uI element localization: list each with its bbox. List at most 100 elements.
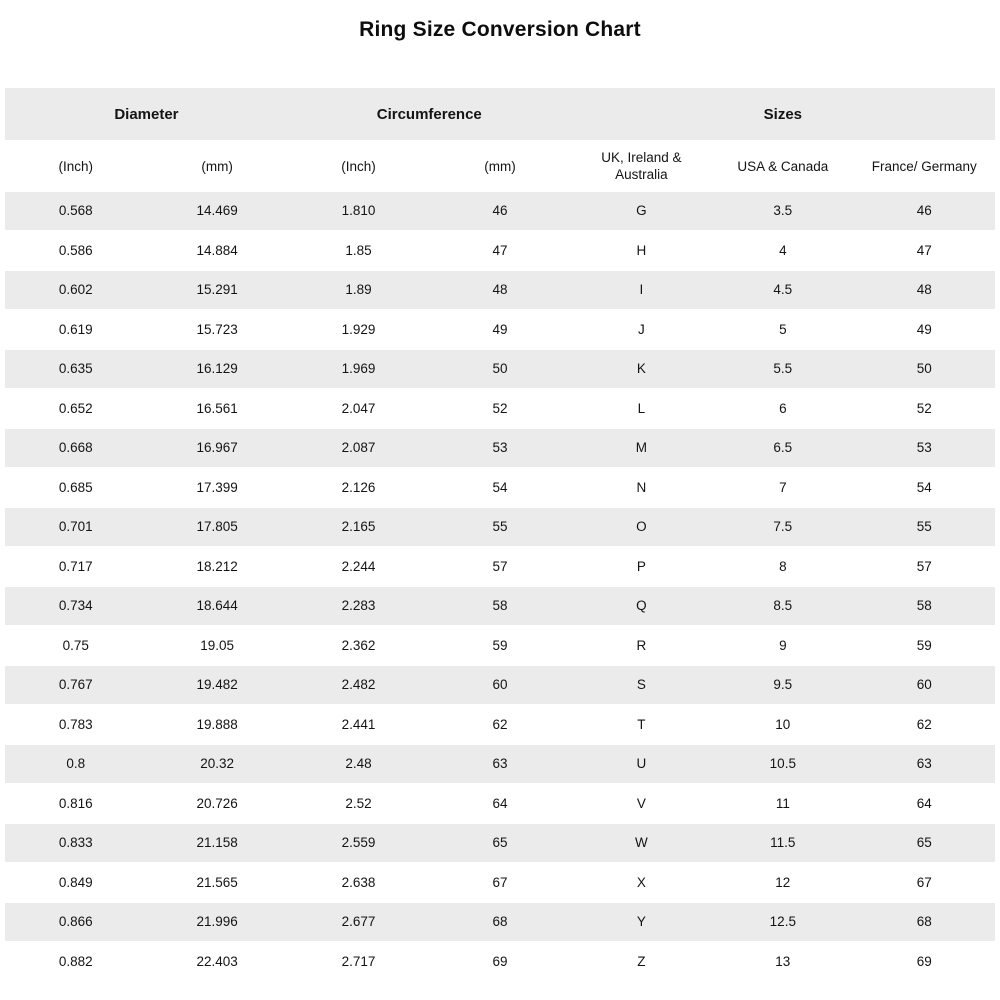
table-row: 0.701 17.805 2.165 55 O 7.5 55 — [5, 507, 995, 548]
cell-circumference-mm: 59 — [429, 625, 571, 666]
cell-france-germany: 47 — [853, 230, 995, 271]
cell-diameter-inch: 0.717 — [5, 546, 147, 587]
cell-circumference-mm: 62 — [429, 704, 571, 745]
cell-circumference-inch: 2.559 — [287, 823, 430, 864]
cell-usa-canada: 11 — [712, 783, 854, 824]
cell-usa-canada: 13 — [712, 941, 854, 982]
cell-usa-canada: 4.5 — [712, 270, 854, 311]
column-header-diameter-mm: (mm) — [146, 141, 288, 192]
cell-france-germany: 67 — [853, 862, 995, 903]
cell-france-germany: 54 — [853, 467, 995, 508]
cell-circumference-mm: 54 — [429, 467, 571, 508]
cell-diameter-mm: 14.469 — [146, 192, 288, 232]
cell-diameter-inch: 0.767 — [5, 665, 147, 706]
column-header-circumference-mm: (mm) — [429, 141, 571, 192]
cell-france-germany: 69 — [853, 941, 995, 982]
cell-circumference-inch: 2.48 — [287, 744, 430, 785]
table-row: 0.652 16.561 2.047 52 L 6 52 — [5, 388, 995, 429]
table-header: Diameter Circumference Sizes (Inch) (mm) (In… — [5, 88, 995, 192]
cell-circumference-inch: 2.087 — [287, 428, 430, 469]
cell-uk-ireland-australia: M — [570, 428, 713, 469]
group-header-row: Diameter Circumference Sizes — [5, 88, 995, 142]
cell-uk-ireland-australia: N — [570, 467, 713, 508]
cell-diameter-mm: 16.129 — [146, 349, 288, 390]
cell-circumference-mm: 52 — [429, 388, 571, 429]
group-header-diameter: Diameter — [5, 88, 288, 142]
cell-circumference-mm: 63 — [429, 744, 571, 785]
cell-diameter-inch: 0.685 — [5, 467, 147, 508]
cell-diameter-inch: 0.652 — [5, 388, 147, 429]
cell-usa-canada: 6 — [712, 388, 854, 429]
cell-diameter-inch: 0.668 — [5, 428, 147, 469]
column-header-france-germany: France/ Germany — [853, 141, 995, 192]
cell-france-germany: 57 — [853, 546, 995, 587]
column-header-circumference-inch: (Inch) — [287, 141, 430, 192]
cell-france-germany: 65 — [853, 823, 995, 864]
cell-circumference-mm: 55 — [429, 507, 571, 548]
cell-diameter-inch: 0.568 — [5, 192, 147, 232]
cell-circumference-inch: 1.969 — [287, 349, 430, 390]
cell-france-germany: 64 — [853, 783, 995, 824]
cell-circumference-inch: 2.52 — [287, 783, 430, 824]
table-row: 0.8 20.32 2.48 63 U 10.5 63 — [5, 744, 995, 785]
cell-uk-ireland-australia: P — [570, 546, 713, 587]
cell-france-germany: 59 — [853, 625, 995, 666]
cell-uk-ireland-australia: O — [570, 507, 713, 548]
cell-circumference-inch: 1.810 — [287, 192, 430, 232]
cell-france-germany: 46 — [853, 192, 995, 232]
table-row: 0.586 14.884 1.85 47 H 4 47 — [5, 230, 995, 271]
table-row: 0.635 16.129 1.969 50 K 5.5 50 — [5, 349, 995, 390]
cell-circumference-inch: 2.244 — [287, 546, 430, 587]
cell-circumference-inch: 2.283 — [287, 586, 430, 627]
cell-circumference-mm: 58 — [429, 586, 571, 627]
cell-circumference-mm: 65 — [429, 823, 571, 864]
cell-uk-ireland-australia: X — [570, 862, 713, 903]
cell-usa-canada: 9 — [712, 625, 854, 666]
cell-circumference-mm: 60 — [429, 665, 571, 706]
cell-usa-canada: 10 — [712, 704, 854, 745]
cell-uk-ireland-australia: U — [570, 744, 713, 785]
column-header-row: (Inch) (mm) (Inch) (mm) UK, Ireland & Austra… — [5, 141, 995, 192]
table-row: 0.783 19.888 2.441 62 T 10 62 — [5, 704, 995, 745]
cell-usa-canada: 10.5 — [712, 744, 854, 785]
cell-uk-ireland-australia: H — [570, 230, 713, 271]
cell-france-germany: 62 — [853, 704, 995, 745]
cell-uk-ireland-australia: V — [570, 783, 713, 824]
cell-uk-ireland-australia: J — [570, 309, 713, 350]
cell-diameter-mm: 15.723 — [146, 309, 288, 350]
cell-usa-canada: 12 — [712, 862, 854, 903]
cell-circumference-mm: 69 — [429, 941, 571, 982]
cell-usa-canada: 8.5 — [712, 586, 854, 627]
cell-france-germany: 63 — [853, 744, 995, 785]
page-title: Ring Size Conversion Chart — [359, 18, 641, 41]
column-header-diameter-inch: (Inch) — [5, 141, 147, 192]
cell-france-germany: 49 — [853, 309, 995, 350]
table-row: 0.685 17.399 2.126 54 N 7 54 — [5, 467, 995, 508]
cell-uk-ireland-australia: I — [570, 270, 713, 311]
column-header-usa-canada: USA & Canada — [712, 141, 854, 192]
cell-diameter-inch: 0.833 — [5, 823, 147, 864]
cell-diameter-inch: 0.602 — [5, 270, 147, 311]
cell-uk-ireland-australia: Q — [570, 586, 713, 627]
cell-usa-canada: 6.5 — [712, 428, 854, 469]
cell-circumference-mm: 67 — [429, 862, 571, 903]
cell-diameter-mm: 19.888 — [146, 704, 288, 745]
cell-usa-canada: 7 — [712, 467, 854, 508]
table-row: 0.568 14.469 1.810 46 G 3.5 46 — [5, 192, 995, 232]
cell-circumference-mm: 46 — [429, 192, 571, 232]
cell-diameter-mm: 22.403 — [146, 941, 288, 982]
cell-diameter-mm: 18.212 — [146, 546, 288, 587]
cell-circumference-inch: 1.89 — [287, 270, 430, 311]
cell-circumference-inch: 2.638 — [287, 862, 430, 903]
table-row: 0.833 21.158 2.559 65 W 11.5 65 — [5, 823, 995, 864]
cell-circumference-inch: 1.929 — [287, 309, 430, 350]
table-row: 0.767 19.482 2.482 60 S 9.5 60 — [5, 665, 995, 706]
cell-diameter-inch: 0.783 — [5, 704, 147, 745]
cell-diameter-mm: 21.565 — [146, 862, 288, 903]
cell-circumference-mm: 47 — [429, 230, 571, 271]
cell-uk-ireland-australia: Y — [570, 902, 713, 943]
table-row: 0.75 19.05 2.362 59 R 9 59 — [5, 625, 995, 666]
cell-circumference-mm: 49 — [429, 309, 571, 350]
cell-diameter-mm: 19.482 — [146, 665, 288, 706]
